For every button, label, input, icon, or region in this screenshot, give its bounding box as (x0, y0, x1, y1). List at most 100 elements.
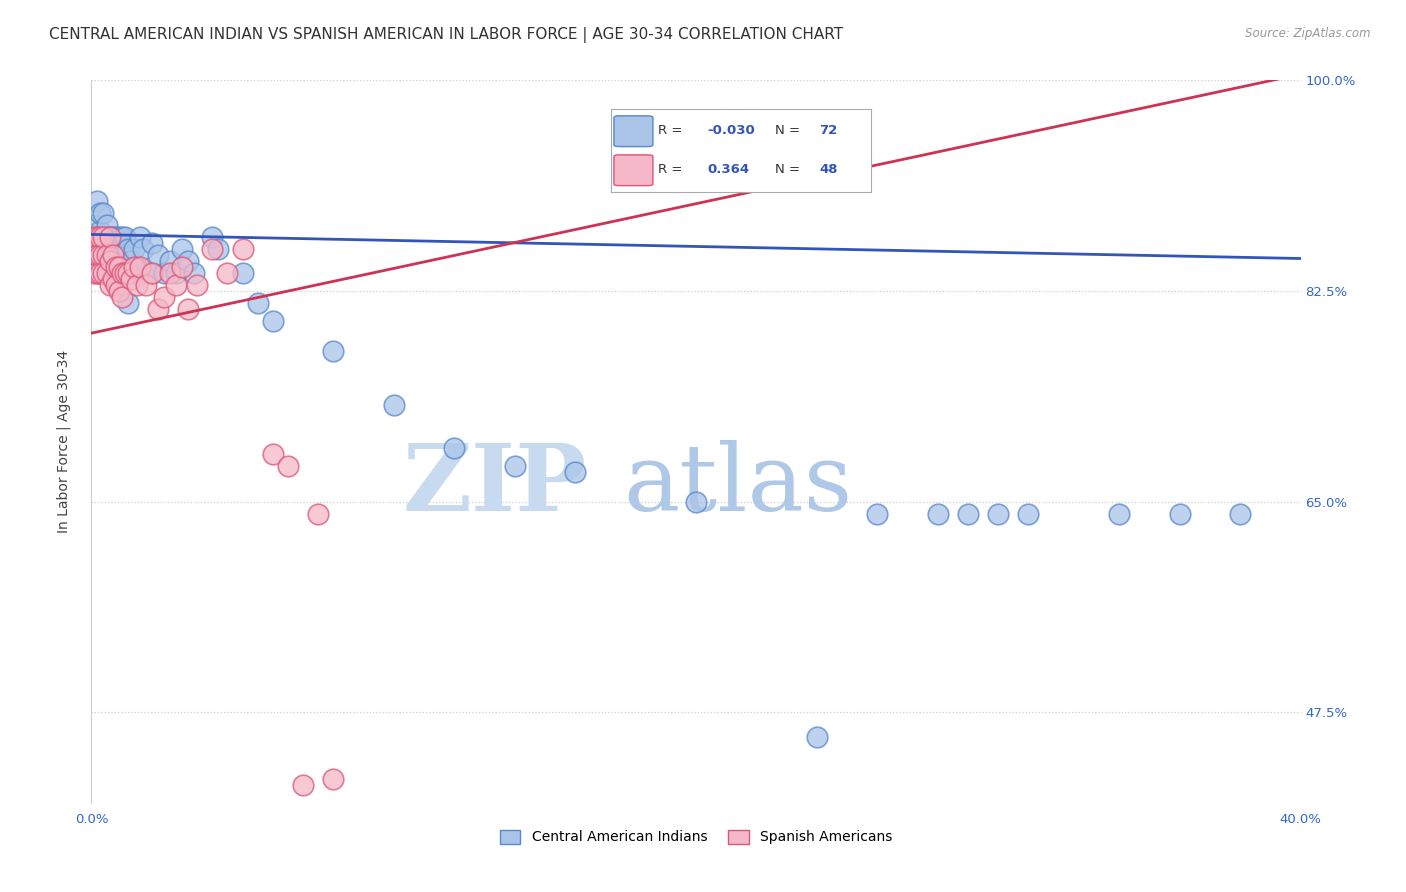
Point (89, 248, 111, 262)
Point (96, 266, 118, 280)
Point (135, 266, 157, 280)
Point (177, 253, 200, 268)
Point (503, 458, 526, 473)
Point (101, 272, 124, 286)
Point (322, 772, 344, 786)
Text: Source: ZipAtlas.com: Source: ZipAtlas.com (1246, 27, 1371, 40)
Y-axis label: In Labor Force | Age 30-34: In Labor Force | Age 30-34 (56, 350, 70, 533)
Point (159, 253, 181, 268)
Point (128, 260, 150, 274)
Point (111, 266, 132, 280)
Point (122, 260, 145, 274)
Point (125, 260, 148, 274)
Point (89, 266, 111, 280)
Point (172, 260, 194, 274)
Point (93, 205, 115, 219)
Point (1108, 507, 1130, 521)
Point (83, 242, 105, 256)
Point (104, 260, 127, 274)
Point (141, 266, 163, 280)
Point (201, 229, 224, 244)
Point (107, 242, 129, 256)
Point (956, 507, 979, 521)
Point (98, 242, 121, 256)
Point (96, 253, 118, 268)
Point (987, 507, 1010, 521)
Point (307, 507, 329, 521)
Point (101, 248, 124, 262)
Point (101, 229, 124, 244)
Point (107, 229, 129, 244)
Point (111, 248, 132, 262)
Point (96, 248, 118, 262)
Point (262, 314, 284, 328)
Point (141, 266, 163, 280)
Point (101, 253, 124, 268)
Point (231, 242, 253, 256)
Point (117, 296, 139, 310)
Point (443, 441, 465, 455)
Point (135, 277, 157, 292)
Point (114, 229, 136, 244)
Point (107, 260, 129, 274)
Point (564, 465, 586, 479)
Point (86, 194, 108, 208)
Point (117, 266, 139, 280)
Point (86, 266, 108, 280)
Point (89, 229, 111, 244)
Point (120, 253, 142, 268)
Point (107, 284, 129, 298)
Point (111, 229, 132, 244)
Point (98, 277, 121, 292)
Point (866, 507, 889, 521)
Point (217, 266, 239, 280)
Point (114, 266, 136, 280)
Point (117, 242, 139, 256)
Point (207, 242, 229, 256)
Point (89, 266, 111, 280)
Point (159, 266, 181, 280)
Point (128, 229, 150, 244)
Point (125, 277, 148, 292)
Point (98, 266, 121, 280)
Point (93, 248, 115, 262)
Point (111, 290, 132, 304)
Point (98, 229, 121, 244)
Point (117, 266, 139, 280)
Point (83, 266, 105, 280)
Point (186, 277, 208, 292)
Point (141, 235, 163, 250)
Point (120, 272, 142, 286)
Text: atlas: atlas (623, 440, 852, 530)
Point (83, 218, 105, 232)
Point (96, 218, 118, 232)
Point (1229, 507, 1251, 521)
Point (89, 205, 111, 219)
Point (98, 229, 121, 244)
Point (201, 242, 224, 256)
Point (93, 229, 115, 244)
Point (93, 229, 115, 244)
Point (83, 229, 105, 244)
Point (101, 272, 124, 286)
Point (120, 266, 142, 280)
Point (246, 296, 269, 310)
Text: ZIP: ZIP (404, 440, 588, 530)
Point (146, 248, 169, 262)
Point (104, 253, 127, 268)
Point (1018, 507, 1040, 521)
Point (104, 229, 127, 244)
Point (93, 266, 115, 280)
Point (93, 242, 115, 256)
Point (83, 242, 105, 256)
Point (114, 266, 136, 280)
Point (86, 229, 108, 244)
Point (132, 242, 155, 256)
Legend: Central American Indians, Spanish Americans: Central American Indians, Spanish Americ… (494, 824, 898, 850)
Point (104, 277, 127, 292)
Point (165, 266, 187, 280)
Point (177, 301, 200, 316)
Point (98, 253, 121, 268)
Point (292, 778, 315, 792)
Point (153, 266, 176, 280)
